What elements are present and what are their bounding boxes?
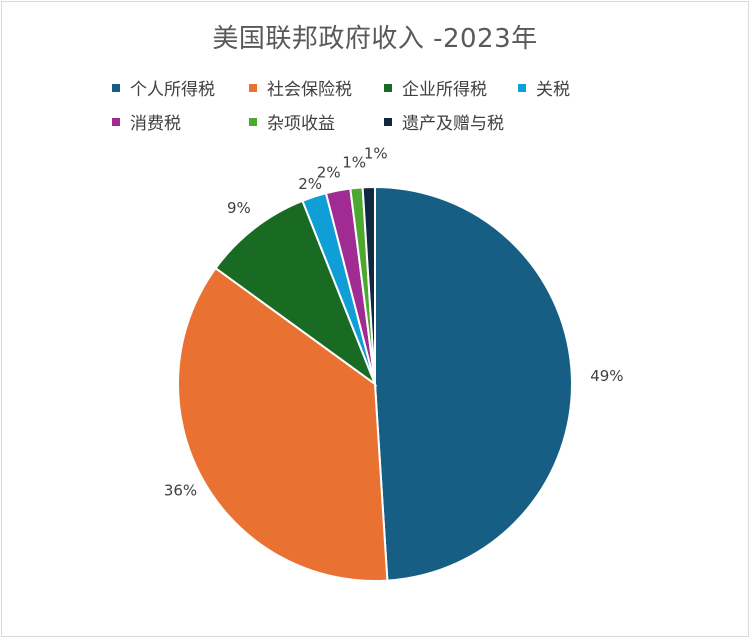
pie-label-1: 36% — [164, 481, 197, 499]
legend-item-5: 杂项收益 — [249, 109, 335, 134]
pie-label-4: 2% — [317, 163, 341, 181]
legend: 个人所得税 社会保险税 企业所得税 关税 消费税 杂项收益 遗产及赠与税 — [0, 0, 750, 140]
pie-slice-2 — [214, 199, 378, 387]
chart-title: 美国联邦政府收入 -2023年 — [212, 24, 538, 54]
legend-swatch-4 — [112, 117, 120, 126]
legend-item-3: 关税 — [518, 75, 570, 100]
legend-item-4: 消费税 — [112, 109, 181, 134]
legend-swatch-6 — [384, 117, 392, 126]
legend-label-0: 个人所得税 — [130, 80, 215, 100]
pie-slice-1 — [177, 266, 389, 582]
legend-swatch-0 — [112, 83, 120, 92]
legend-item-1: 社会保险税 — [249, 75, 352, 100]
pie-label-6: 1% — [364, 145, 388, 163]
legend-swatch-5 — [249, 117, 257, 126]
pie-slice-6 — [361, 185, 376, 385]
legend-item-6: 遗产及赠与税 — [384, 109, 504, 134]
pie-label-0: 49% — [590, 367, 623, 385]
legend-label-6: 遗产及赠与税 — [402, 114, 504, 134]
legend-label-5: 杂项收益 — [267, 114, 335, 134]
legend-label-3: 关税 — [536, 80, 570, 100]
pie-label-5: 1% — [342, 154, 366, 172]
pie-slice-0 — [374, 185, 573, 582]
legend-item-2: 企业所得税 — [384, 75, 487, 100]
pie-labels: 49%36%9%2%2%1%1% — [164, 145, 624, 500]
legend-swatch-2 — [384, 83, 392, 92]
legend-swatch-1 — [249, 83, 257, 92]
pie-label-3: 2% — [298, 175, 322, 193]
pie-label-2: 9% — [227, 199, 251, 217]
legend-swatch-3 — [518, 83, 526, 92]
legend-label-2: 企业所得税 — [402, 80, 487, 100]
legend-label-4: 消费税 — [130, 114, 181, 134]
legend-label-1: 社会保险税 — [267, 80, 352, 100]
pie-slices — [177, 185, 573, 582]
legend-item-0: 个人所得税 — [112, 75, 215, 100]
